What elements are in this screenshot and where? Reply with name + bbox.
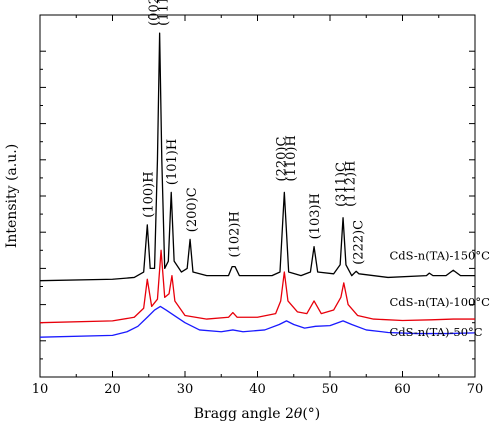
series-label-0: CdS-n(TA)-150°C bbox=[389, 248, 490, 262]
peak-label-2: (111)C bbox=[157, 0, 172, 26]
x-tick-label: 50 bbox=[322, 382, 339, 397]
x-tick-label: 70 bbox=[467, 382, 484, 397]
peak-label-3: (101)H bbox=[165, 139, 180, 185]
y-axis-label: Intensity (a.u.) bbox=[4, 144, 20, 248]
x-axis-label-suffix: (°) bbox=[302, 406, 320, 422]
series-label-2: CdS-n(TA)-50°C bbox=[389, 325, 482, 339]
x-tick-label: 40 bbox=[249, 382, 266, 397]
x-tick-label: 10 bbox=[32, 382, 49, 397]
plot-frame bbox=[39, 14, 476, 378]
peak-label-5: (102)H bbox=[228, 211, 243, 257]
axis-ticks: 10 20 30 40 50 60 70 bbox=[32, 15, 484, 397]
series-labels: CdS-n(TA)-150°C CdS-n(TA)-100°C CdS-n(TA)-… bbox=[389, 248, 490, 339]
x-axis-label-symbol: θ bbox=[294, 406, 303, 422]
peak-label-6: (220)C bbox=[275, 137, 290, 182]
peak-label-4: (200)C bbox=[185, 187, 200, 232]
series-line-0 bbox=[39, 32, 475, 282]
peak-label-0: (100)H bbox=[141, 171, 156, 217]
peak-label-7: (110)H bbox=[284, 135, 299, 181]
series-line-1 bbox=[39, 249, 475, 324]
x-tick-label: 30 bbox=[177, 382, 194, 397]
x-tick-label: 60 bbox=[394, 382, 411, 397]
x-axis-label: Bragg angle 2θ(°) bbox=[194, 406, 321, 422]
peak-label-9: (311)C bbox=[334, 162, 349, 207]
peak-label-10: (112)H bbox=[344, 161, 359, 207]
peak-label-1: (002)H bbox=[147, 0, 162, 26]
peak-annotations: (100)H (002)H(111)C (101)H (200)C (102)H (220… bbox=[141, 0, 366, 265]
peak-label-11: (222)C bbox=[352, 220, 367, 265]
x-axis-label-prefix: Bragg angle 2 bbox=[194, 406, 294, 422]
series-line-2 bbox=[39, 305, 476, 338]
peak-label-8: (103)H bbox=[308, 193, 323, 239]
x-tick-label: 20 bbox=[104, 382, 121, 397]
series-lines bbox=[39, 32, 476, 338]
series-label-1: CdS-n(TA)-100°C bbox=[389, 295, 490, 309]
